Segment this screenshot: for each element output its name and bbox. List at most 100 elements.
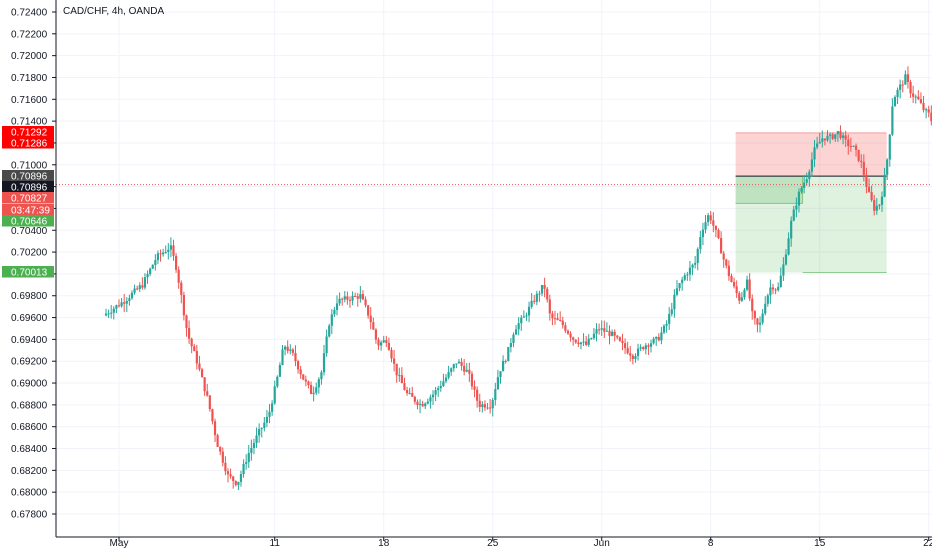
candle-body [413,396,416,402]
reward-zone[interactable] [735,176,887,273]
candle-body [434,390,437,395]
candle-body [582,341,585,343]
candle-body [250,448,253,453]
candle-body [159,253,162,255]
candle-body [626,348,629,354]
candle-body [828,134,832,136]
candle-body [540,284,544,294]
candle-body [925,109,928,111]
candle-body [844,135,847,140]
candle-body [315,387,318,393]
y-tick-label: 0.72000 [11,51,48,62]
x-tick-label: 22 [923,538,932,549]
candle-body [341,298,344,300]
candle-body [154,260,157,265]
candle-body [722,253,725,260]
candle-body [283,346,287,350]
candle-body [600,328,603,330]
candle-body [670,309,673,315]
price-tag-label: 0.70013 [11,268,48,279]
candle-body [504,360,507,362]
candle-body [753,311,756,319]
price-tag [2,215,54,227]
candle-body [239,474,243,482]
candle-body [870,192,873,201]
candle-body [766,295,769,304]
candle-body [647,345,650,347]
y-tick-label: 0.72200 [11,29,48,40]
candle-body [603,328,606,332]
candle-body [198,363,201,370]
candle-body [408,393,411,395]
y-tick-label: 0.69400 [11,335,48,346]
candle-body [507,347,510,362]
candle-body [312,392,315,394]
candle-body [463,365,466,372]
x-axis[interactable]: May 11 18 25 Jun 8 15 22 [110,537,932,549]
candle-body [501,360,505,372]
candle-body [587,338,590,345]
candle-body [309,384,313,394]
candle-body [364,299,367,306]
candle-body [751,298,754,312]
candle-body [509,342,512,348]
candle-body [922,102,925,111]
candle-body [743,289,746,298]
price-tag [2,181,54,193]
candle-body [276,376,279,387]
candle-body [185,315,188,329]
candle-body [769,287,772,296]
candle-body [104,313,108,316]
candle-body [901,84,904,86]
candle-body [151,264,154,269]
candle-body [411,393,414,397]
candle-body [369,315,372,323]
candle-body [237,481,240,485]
candle-body [564,325,567,331]
candle-body [909,81,912,94]
x-tick-label: May [110,538,129,549]
candle-body [701,229,705,238]
candle-body [517,323,520,330]
candle-body [800,187,803,192]
candle-body [805,179,808,183]
candle-body [745,279,749,290]
candle-body [551,313,554,319]
x-tick-label: 15 [814,538,826,549]
candle-body [328,325,331,337]
candle-body [468,369,471,374]
candle-body [232,476,235,481]
candle-body [569,333,572,338]
candle-body [598,329,601,331]
y-tick-label: 0.68200 [11,466,48,477]
candle-body [133,288,136,293]
candle-body [107,313,110,315]
candle-body [421,403,424,407]
candle-body [200,369,204,378]
candle-body [919,99,923,103]
short-position-tool[interactable] [735,132,887,273]
candle-body [294,352,297,362]
candle-body [639,347,642,349]
candle-body [156,253,160,261]
candle-body [761,313,764,323]
candle-body [242,463,245,475]
candle-body [149,268,152,275]
candle-body [621,340,624,344]
candle-body [348,299,352,301]
candle-body [727,265,730,277]
candle-body [478,400,481,408]
x-axis-bg [0,537,932,550]
candle-body [367,305,370,316]
candle-body [683,275,686,280]
candle-body [424,403,427,407]
candle-body [426,401,429,404]
candle-body [483,404,487,408]
candle-body [460,361,463,366]
candle-body [655,336,658,339]
candle-body [735,286,738,294]
candle-body [354,295,357,297]
y-tick-label: 0.71600 [11,95,48,106]
candle-body [691,264,694,268]
